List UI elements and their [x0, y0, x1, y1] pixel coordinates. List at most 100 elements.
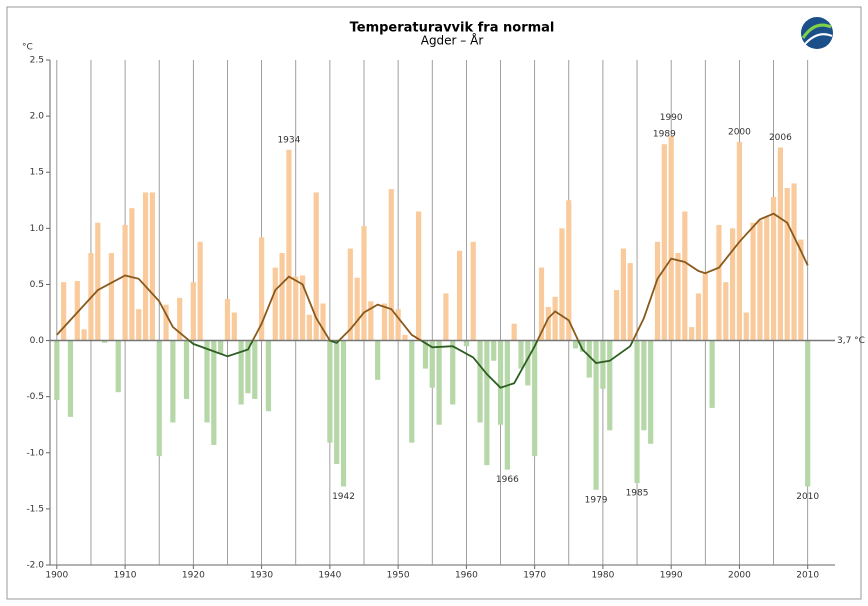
- bar: [211, 340, 217, 445]
- bar: [764, 217, 770, 341]
- bar: [586, 340, 592, 378]
- bar: [689, 327, 695, 341]
- bar: [518, 340, 524, 369]
- chart-title: Temperaturavvik fra normal: [350, 21, 555, 36]
- bar: [661, 144, 667, 341]
- bar: [259, 237, 265, 341]
- bar: [593, 340, 599, 490]
- bar: [805, 340, 811, 487]
- bar: [559, 228, 565, 341]
- bar: [716, 224, 722, 341]
- bar: [777, 147, 783, 341]
- bar: [375, 340, 381, 380]
- bar: [573, 340, 579, 349]
- x-tick-label: 1990: [660, 571, 683, 581]
- bar: [388, 189, 394, 341]
- bar: [600, 340, 606, 389]
- x-tick-label: 1940: [318, 571, 341, 581]
- bar: [409, 340, 415, 443]
- bar: [750, 222, 756, 341]
- annotation: 1934: [277, 135, 300, 145]
- bar: [361, 226, 367, 341]
- annotation: 2010: [796, 492, 819, 502]
- reference-label: 3,7 °C: [837, 336, 865, 346]
- bar: [627, 263, 633, 341]
- annotation: 1942: [332, 492, 355, 502]
- bar: [224, 299, 231, 341]
- y-tick-label: 2.0: [30, 112, 45, 122]
- bar: [613, 290, 620, 341]
- trend-line: [187, 340, 634, 389]
- annotation: 1990: [660, 113, 683, 123]
- chart-subtitle: Agder – År: [421, 33, 484, 48]
- bar: [272, 267, 278, 341]
- bar: [730, 228, 736, 341]
- bar: [757, 220, 763, 341]
- x-tick-label: 1950: [387, 571, 410, 581]
- bar: [95, 222, 101, 341]
- bar: [129, 208, 135, 341]
- bar: [81, 329, 87, 341]
- bar: [306, 314, 312, 341]
- trend-line: [56, 212, 809, 341]
- bar: [702, 273, 708, 341]
- bar: [102, 340, 108, 343]
- annotation: 2006: [769, 133, 792, 143]
- bar: [654, 241, 661, 341]
- bar: [136, 309, 142, 341]
- bar: [334, 340, 340, 464]
- bar: [477, 340, 483, 423]
- bar: [770, 196, 777, 341]
- bar: [429, 340, 435, 388]
- bar: [545, 306, 551, 341]
- bar: [340, 340, 347, 487]
- bar: [607, 340, 613, 431]
- bar: [115, 340, 121, 393]
- bar: [286, 149, 292, 341]
- bar: [682, 211, 688, 341]
- bar: [395, 309, 401, 341]
- bar: [197, 241, 203, 341]
- bar: [61, 282, 67, 341]
- y-tick-label: -2.0: [26, 561, 44, 571]
- bar: [402, 334, 408, 341]
- bar: [675, 253, 681, 341]
- annotation: 1979: [585, 495, 608, 505]
- x-tick-label: 1980: [591, 571, 614, 581]
- bar: [709, 340, 715, 408]
- bar: [743, 312, 749, 341]
- bar: [252, 340, 258, 399]
- bar: [183, 340, 190, 399]
- x-tick-label: 1970: [523, 571, 546, 581]
- bar: [648, 340, 654, 444]
- annotation: 1966: [496, 475, 519, 485]
- bar: [463, 340, 469, 347]
- bar: [54, 340, 60, 401]
- bar: [218, 340, 224, 355]
- bar: [695, 293, 702, 341]
- bar: [142, 192, 149, 341]
- bar: [422, 340, 429, 369]
- y-tick-label: 1.0: [30, 224, 45, 234]
- x-tick-label: 1900: [45, 571, 68, 581]
- y-tick-label: 0.0: [30, 336, 45, 346]
- x-tick-label: 1960: [455, 571, 478, 581]
- y-tick-label: -0.5: [26, 392, 44, 402]
- bar: [436, 340, 442, 425]
- frame: [6, 6, 862, 600]
- bar: [354, 277, 360, 341]
- bar: [299, 275, 306, 341]
- bar: [163, 304, 169, 341]
- y-tick-label: 1.5: [30, 168, 44, 178]
- bar: [320, 303, 326, 341]
- bar: [525, 340, 531, 386]
- bar: [381, 303, 388, 341]
- bar: [293, 276, 299, 341]
- y-tick-label: -1.5: [26, 504, 44, 514]
- bar: [265, 340, 272, 412]
- x-tick-label: 2010: [796, 571, 819, 581]
- bar: [443, 293, 449, 341]
- bar: [177, 297, 183, 341]
- bar: [723, 282, 729, 341]
